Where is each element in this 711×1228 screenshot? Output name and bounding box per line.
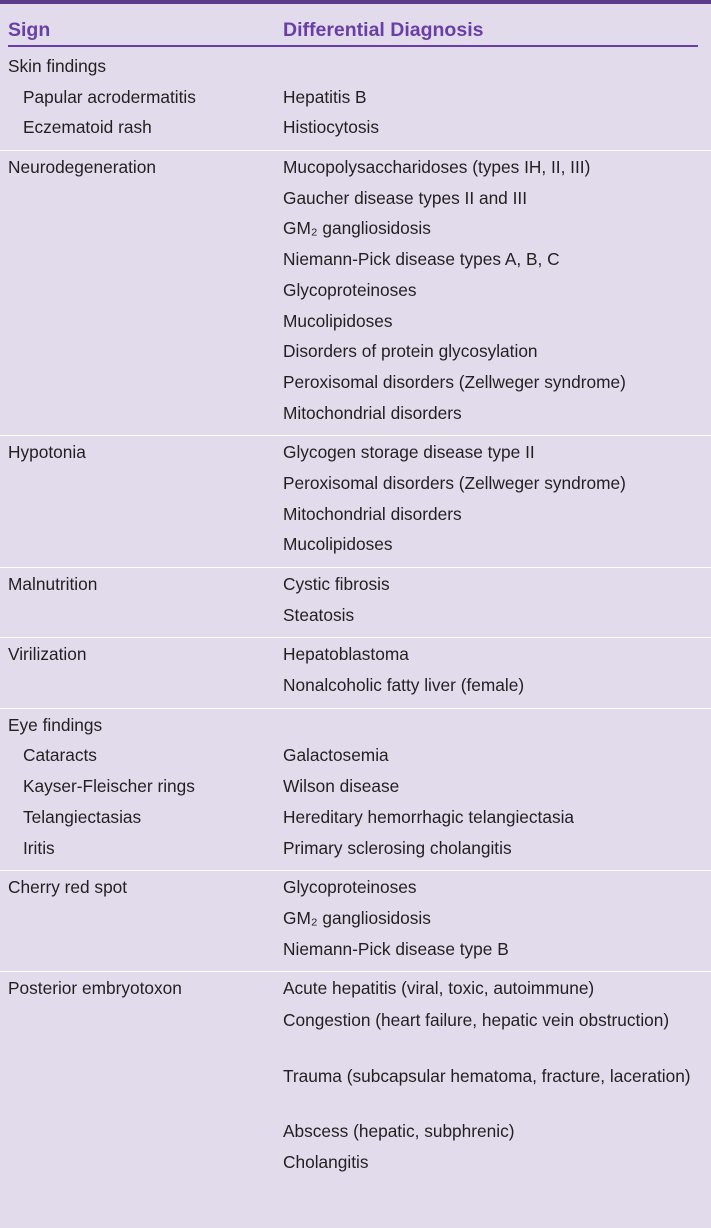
diagnosis-cell: Hepatitis B — [283, 86, 367, 107]
sign-cell: Eczematoid rash — [23, 117, 152, 138]
diagnosis-cell: Glycoproteinoses — [283, 877, 417, 898]
diagnosis-cell: Mucolipidoses — [283, 534, 393, 555]
table-line: Abscess (hepatic, subphrenic) — [0, 1116, 711, 1147]
table-row: Posterior embryotoxon Acute hepatitis (v… — [0, 972, 711, 1184]
diagnosis-cell: Peroxisomal disorders (Zellweger syndrom… — [283, 371, 626, 392]
diagnosis-cell: Hepatoblastoma — [283, 644, 409, 665]
table-line: Steatosis — [0, 600, 711, 631]
diagnosis-cell: GM₂ gangliosidosis — [283, 907, 431, 928]
table-line: Nonalcoholic fatty liver (female) — [0, 670, 711, 701]
sign-cell: Iritis — [23, 837, 55, 858]
table-line: Peroxisomal disorders (Zellweger syndrom… — [0, 367, 711, 398]
sign-cell: Virilization — [8, 644, 87, 665]
table-line: Glycoproteinoses — [0, 275, 711, 306]
diagnosis-cell: Steatosis — [283, 604, 355, 625]
table-row: Neurodegeneration Mucopolysaccharidoses … — [0, 151, 711, 437]
diagnosis-cell: Glycoproteinoses — [283, 279, 417, 300]
table-line: Eye findings — [0, 710, 711, 741]
table-line: GM₂ gangliosidosis — [0, 903, 711, 934]
diagnosis-cell: Trauma (subcapsular hematoma, fracture, … — [283, 1065, 691, 1086]
diagnosis-cell: Niemann-Pick disease type B — [283, 938, 509, 959]
diagnosis-cell: Gaucher disease types II and III — [283, 187, 527, 208]
table-line: Disorders of protein glycosylation — [0, 336, 711, 367]
diagnosis-cell: GM₂ gangliosidosis — [283, 218, 431, 239]
table-line: Neurodegeneration Mucopolysaccharidoses … — [0, 152, 711, 183]
table-row: Eye findings Cataracts Galactosemia Kays… — [0, 709, 711, 872]
table-line: GM₂ gangliosidosis — [0, 213, 711, 244]
diagnosis-cell: Histiocytosis — [283, 117, 380, 138]
table-line: Eczematoid rash Histiocytosis — [0, 112, 711, 143]
diagnosis-cell: Nonalcoholic fatty liver (female) — [283, 675, 525, 696]
header-rule — [8, 45, 698, 47]
table-line: Cherry red spot Glycoproteinoses — [0, 872, 711, 903]
table-line: Gaucher disease types II and III — [0, 183, 711, 214]
sign-cell: Skin findings — [8, 56, 106, 76]
table-line: Iritis Primary sclerosing cholangitis — [0, 833, 711, 864]
header-differential-diagnosis: Differential Diagnosis — [283, 19, 484, 41]
table-header: Sign Differential Diagnosis — [0, 4, 711, 48]
header-sign: Sign — [8, 19, 51, 41]
diagnosis-cell: Primary sclerosing cholangitis — [283, 837, 512, 858]
table-line: Posterior embryotoxon Acute hepatitis (v… — [0, 973, 711, 1004]
diagnosis-cell: Mitochondrial disorders — [283, 503, 462, 524]
table-line: Skin findings — [0, 51, 711, 82]
sign-cell: Papular acrodermatitis — [23, 86, 196, 107]
diagnosis-cell: Mucolipidoses — [283, 310, 393, 331]
diagnosis-cell: Congestion (heart failure, hepatic vein … — [283, 1009, 670, 1030]
table-line: Kayser-Fleischer rings Wilson disease — [0, 771, 711, 802]
diagnosis-cell: Abscess (hepatic, subphrenic) — [283, 1120, 515, 1141]
diagnosis-cell: Wilson disease — [283, 776, 400, 797]
table-line: Mitochondrial disorders — [0, 499, 711, 530]
sign-cell: Kayser-Fleischer rings — [23, 776, 195, 797]
table-row: Skin findings Papular acrodermatitis Hep… — [0, 50, 711, 152]
sign-cell: Telangiectasias — [23, 806, 142, 827]
diagnosis-cell: Acute hepatitis (viral, toxic, autoimmun… — [283, 978, 595, 999]
diagnosis-cell: Hereditary hemorrhagic telangiectasia — [283, 806, 575, 827]
table-row: Hypotonia Glycogen storage disease type … — [0, 436, 711, 568]
table-line: Telangiectasias Hereditary hemorrhagic t… — [0, 802, 711, 833]
sign-cell: Cherry red spot — [8, 877, 128, 898]
diagnosis-cell: Peroxisomal disorders (Zellweger syndrom… — [283, 472, 626, 493]
sign-cell: Cataracts — [23, 745, 97, 766]
table-line: Virilization Hepatoblastoma — [0, 639, 711, 670]
table-line: Malnutrition Cystic fibrosis — [0, 569, 711, 600]
diagnosis-cell: Mucopolysaccharidoses (types IH, II, III… — [283, 157, 591, 178]
table-line: Peroxisomal disorders (Zellweger syndrom… — [0, 468, 711, 499]
table-line: Mucolipidoses — [0, 529, 711, 560]
top-rule — [0, 0, 711, 4]
sign-cell: Posterior embryotoxon — [8, 978, 182, 999]
table-line: Niemann-Pick disease types A, B, C — [0, 244, 711, 275]
sign-cell: Malnutrition — [8, 574, 98, 594]
sign-cell: Hypotonia — [8, 442, 86, 463]
diagnosis-cell: Disorders of protein glycosylation — [283, 341, 538, 362]
table-line: Congestion (heart failure, hepatic vein … — [0, 1004, 711, 1060]
table-line: Cholangitis — [0, 1147, 711, 1178]
diagnosis-cell: Mitochondrial disorders — [283, 402, 462, 423]
table-line: Trauma (subcapsular hematoma, fracture, … — [0, 1060, 711, 1116]
diagnosis-cell: Glycogen storage disease type II — [283, 442, 535, 463]
sign-cell: Neurodegeneration — [8, 157, 156, 178]
table-line: Papular acrodermatitis Hepatitis B — [0, 82, 711, 113]
table-line: Niemann-Pick disease type B — [0, 934, 711, 965]
table-line: Cataracts Galactosemia — [0, 740, 711, 771]
table-row: Cherry red spot Glycoproteinoses GM₂ gan… — [0, 871, 711, 973]
table-line: Mitochondrial disorders — [0, 398, 711, 429]
sign-cell: Eye findings — [8, 714, 103, 735]
table-line: Mucolipidoses — [0, 306, 711, 337]
diagnosis-cell: Galactosemia — [283, 745, 389, 766]
table-row: Malnutrition Cystic fibrosis Steatosis — [0, 568, 711, 639]
table-row: Virilization Hepatoblastoma Nonalcoholic… — [0, 638, 711, 709]
diagnosis-cell: Niemann-Pick disease types A, B, C — [283, 249, 560, 270]
table-line: Hypotonia Glycogen storage disease type … — [0, 437, 711, 468]
diagnosis-cell: Cholangitis — [283, 1151, 369, 1172]
diagnosis-table: Skin findings Papular acrodermatitis Hep… — [0, 50, 711, 1184]
diagnosis-cell: Cystic fibrosis — [283, 574, 390, 594]
